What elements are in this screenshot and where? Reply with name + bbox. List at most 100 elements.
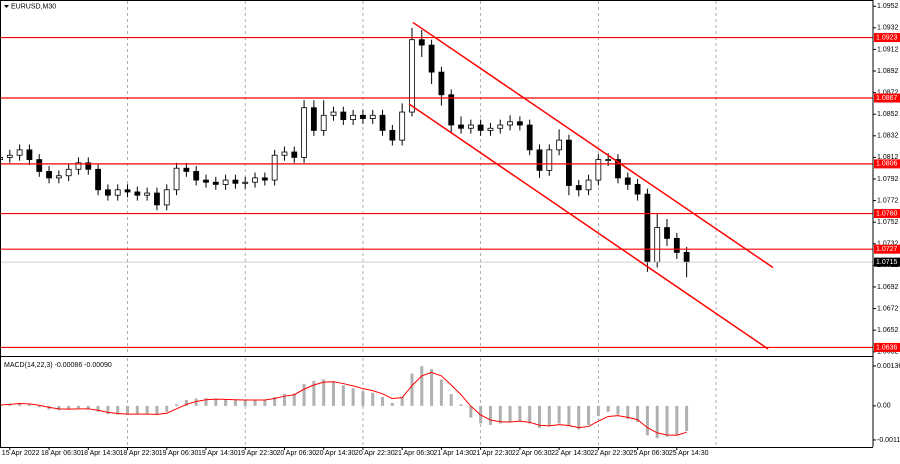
candle-body: [183, 167, 190, 172]
x-tick-label: 21 Apr 06:30: [394, 450, 434, 457]
channel-line: [412, 21, 774, 269]
candle-body: [458, 124, 464, 129]
level-label: 1.0923: [876, 34, 898, 41]
last-price-box: [874, 257, 900, 267]
candle-body: [104, 189, 111, 196]
x-tick-label: 19 Apr 06:30: [159, 450, 199, 457]
macd-bar: [273, 397, 277, 406]
candle-body: [546, 149, 553, 171]
macd-bar: [233, 400, 237, 406]
y-tick-label: 1.0692: [877, 284, 899, 291]
candle-body: [193, 171, 200, 181]
macd-bar: [587, 405, 591, 425]
y-tick-label: 1.0672: [877, 305, 899, 312]
candle-body: [575, 185, 582, 191]
x-tick-label: 20 Apr 22:30: [355, 450, 395, 457]
macd-bar: [96, 405, 100, 412]
x-tick-label: 20 Apr 06:30: [276, 450, 316, 457]
indicator-title: MACD(14,22,3) -0.00086 -0.00090: [4, 362, 112, 369]
candle-body: [477, 124, 484, 131]
y-tick-label: 1.0872: [877, 89, 899, 96]
y-tick-label: 0.00136: [877, 363, 900, 370]
macd-bar: [665, 405, 669, 437]
candle-body: [585, 179, 592, 191]
level-label-box: [874, 93, 900, 103]
macd-bar: [557, 405, 561, 424]
macd-bar: [371, 392, 375, 406]
symbol-menu-icon[interactable]: [4, 5, 9, 8]
x-tick-label: 25 Apr 14:30: [669, 450, 709, 457]
candle-body: [85, 162, 92, 170]
level-label-box: [874, 244, 900, 254]
level-label: 1.0636: [876, 344, 898, 351]
candle-body: [212, 181, 219, 185]
candle-body: [134, 191, 141, 196]
candle-body: [507, 121, 513, 126]
y-tick-label: 1.0912: [877, 46, 899, 53]
macd-bar: [135, 405, 139, 415]
macd-bar: [57, 405, 61, 411]
macd-bar: [224, 399, 228, 406]
macd-bar: [567, 405, 571, 427]
x-tick-label: 20 Apr 14:30: [316, 450, 356, 457]
macd-bar: [636, 405, 640, 423]
candle-body: [448, 94, 455, 126]
macd-bar: [145, 405, 149, 414]
candle-body: [595, 159, 602, 181]
level-label: 1.0806: [876, 161, 898, 168]
macd-bar: [37, 405, 41, 408]
macd-bar: [292, 393, 296, 406]
y-tick-label: 0.00: [877, 403, 891, 410]
macd-bar: [18, 402, 22, 406]
macd-bar: [547, 405, 551, 427]
macd-bar: [655, 405, 659, 439]
level-label-box: [874, 209, 900, 219]
macd-bar: [155, 405, 159, 415]
y-tick-label: 1.0932: [877, 25, 899, 32]
candle-body: [330, 111, 337, 116]
macd-bar: [253, 400, 257, 406]
macd-bar: [410, 373, 414, 406]
y-tick-label: 1.0772: [877, 197, 899, 204]
candle-body: [173, 167, 180, 191]
x-tick-label: 22 Apr 22:30: [590, 450, 630, 457]
candle-body: [252, 177, 258, 183]
candle-body: [163, 189, 170, 206]
level-label: 1.0760: [876, 210, 898, 217]
candle-body: [222, 179, 229, 185]
channel-line: [408, 103, 769, 350]
candle-body: [291, 151, 298, 158]
y-tick-label: 1.0752: [877, 219, 899, 226]
candle-body: [644, 193, 651, 263]
macd-bar: [184, 400, 188, 406]
candle-body: [360, 114, 366, 119]
candle-body: [271, 154, 278, 181]
x-tick-label: 19 Apr 22:30: [237, 450, 277, 457]
macd-bar: [459, 404, 463, 406]
candle-body: [16, 149, 23, 156]
x-tick-label: 22 Apr 14:30: [551, 450, 591, 457]
last-price-label: 1.0715: [876, 259, 898, 266]
macd-bar: [282, 394, 286, 406]
macd-bar: [67, 405, 71, 410]
level-label-box: [874, 342, 900, 352]
macd-bar: [86, 405, 90, 409]
level-label-box: [874, 159, 900, 169]
candle-body: [320, 114, 327, 131]
candle-body: [95, 168, 101, 191]
candle-body: [438, 71, 445, 96]
macd-bar: [214, 398, 218, 406]
y-tick-label: 1.0952: [877, 3, 899, 10]
candle-body: [6, 154, 13, 158]
macd-bar: [332, 381, 336, 406]
x-tick-label: 18 Apr 06:30: [41, 450, 81, 457]
macd-bar: [626, 405, 630, 420]
x-tick-label: 15 Apr 2022: [2, 450, 40, 457]
y-tick-label: 1.0652: [877, 327, 899, 334]
macd-bar: [351, 388, 355, 406]
macd-bar: [400, 397, 404, 406]
macd-bar: [675, 405, 679, 436]
macd-bar: [263, 400, 267, 406]
candle-body: [340, 111, 347, 121]
